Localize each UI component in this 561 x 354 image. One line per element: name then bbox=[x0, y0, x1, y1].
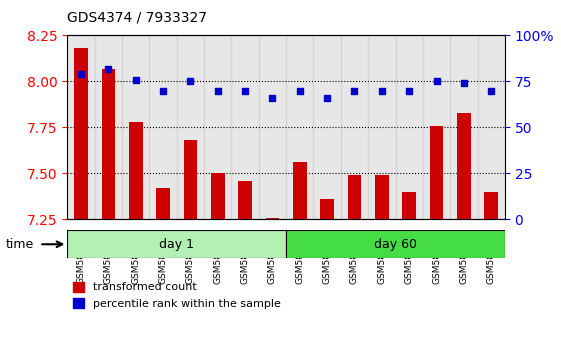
Bar bbox=[211, 173, 224, 219]
Text: day 1: day 1 bbox=[159, 238, 194, 251]
Bar bbox=[457, 113, 471, 219]
Bar bbox=[423, 35, 450, 219]
Point bbox=[487, 88, 496, 93]
Bar bbox=[102, 69, 115, 219]
Point bbox=[459, 80, 468, 86]
Point bbox=[378, 88, 387, 93]
Point bbox=[404, 88, 413, 93]
Bar bbox=[314, 35, 341, 219]
Point bbox=[241, 88, 250, 93]
Point bbox=[350, 88, 359, 93]
Bar bbox=[396, 35, 423, 219]
Point bbox=[213, 88, 222, 93]
Bar bbox=[368, 35, 396, 219]
Point bbox=[186, 79, 195, 84]
Bar bbox=[430, 126, 443, 219]
Point bbox=[159, 88, 168, 93]
Bar bbox=[95, 35, 122, 219]
Bar bbox=[67, 35, 95, 219]
Bar bbox=[348, 175, 361, 219]
Bar bbox=[183, 140, 197, 219]
Point bbox=[432, 79, 441, 84]
Bar bbox=[122, 35, 149, 219]
Point bbox=[295, 88, 304, 93]
Bar bbox=[320, 199, 334, 219]
Bar bbox=[67, 230, 286, 258]
Text: day 60: day 60 bbox=[374, 238, 417, 251]
Bar bbox=[286, 35, 314, 219]
Bar bbox=[259, 35, 286, 219]
Text: time: time bbox=[6, 238, 34, 251]
Bar bbox=[402, 192, 416, 219]
Bar bbox=[156, 188, 170, 219]
Point bbox=[131, 77, 140, 82]
Point bbox=[323, 95, 332, 101]
Point bbox=[104, 66, 113, 72]
Bar bbox=[293, 162, 307, 219]
Bar bbox=[450, 35, 477, 219]
Text: GDS4374 / 7933327: GDS4374 / 7933327 bbox=[67, 11, 208, 25]
Bar bbox=[286, 230, 505, 258]
Bar bbox=[74, 48, 88, 219]
Bar bbox=[375, 175, 389, 219]
Bar bbox=[477, 35, 505, 219]
Legend: transformed count, percentile rank within the sample: transformed count, percentile rank withi… bbox=[73, 282, 280, 309]
Bar bbox=[204, 35, 231, 219]
Point bbox=[268, 95, 277, 101]
Bar bbox=[177, 35, 204, 219]
Bar bbox=[484, 192, 498, 219]
Bar bbox=[149, 35, 177, 219]
Bar bbox=[129, 122, 142, 219]
Bar bbox=[231, 35, 259, 219]
Bar bbox=[238, 181, 252, 219]
Point bbox=[76, 71, 85, 77]
Bar bbox=[265, 218, 279, 219]
Bar bbox=[341, 35, 368, 219]
